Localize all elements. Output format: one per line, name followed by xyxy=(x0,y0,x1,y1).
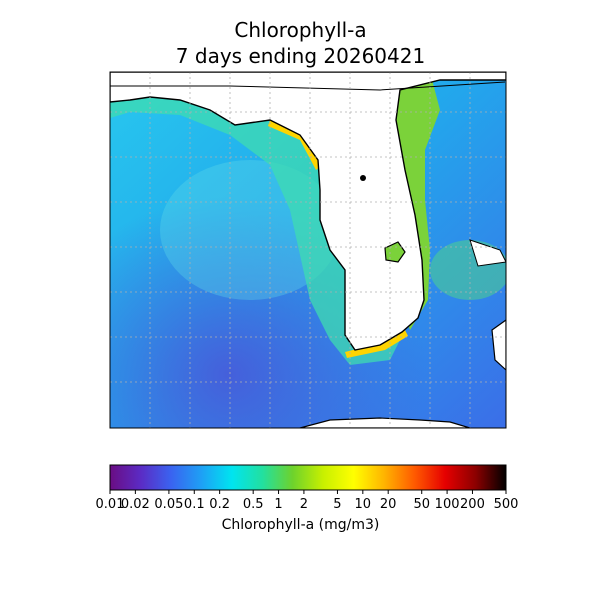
gridlines xyxy=(110,72,506,428)
colorbar-tick-label: 0.5 xyxy=(242,497,264,512)
colorbar xyxy=(109,464,507,491)
colorbar-tick-label: 2 xyxy=(299,497,309,512)
colorbar-tick-label: 50 xyxy=(413,497,430,512)
map-panel xyxy=(110,72,506,428)
colorbar-tick-label: 0.02 xyxy=(120,497,150,512)
florida-land xyxy=(110,72,506,351)
cuba-land xyxy=(299,417,471,428)
colorbar-tick-label: 0.2 xyxy=(209,497,230,512)
title-line-2: 7 days ending 20260421 xyxy=(175,44,426,68)
colorbar-tick-label: 1 xyxy=(274,497,283,512)
colorbar-tick-label: 5 xyxy=(333,497,342,512)
colorbar-tick-marks xyxy=(109,490,507,494)
colorbar-tick-label: 500 xyxy=(493,497,519,512)
colorbar-tick-label: 0.05 xyxy=(154,497,184,512)
map-frame xyxy=(109,71,507,429)
inland-lake xyxy=(360,175,366,181)
title-line-1: Chlorophyll-a xyxy=(234,18,367,42)
bahamas-land xyxy=(491,319,506,371)
colorbar-tick-label: 0.01 xyxy=(95,497,125,512)
high-chlorophyll-keys xyxy=(345,330,408,358)
gulf-coastal-bloom xyxy=(110,92,400,365)
state-border xyxy=(110,81,506,91)
colorbar-tick-label: 200 xyxy=(460,497,485,512)
colorbar-tick-label: 20 xyxy=(379,497,397,512)
colorbar-label: Chlorophyll-a (mg/m3) xyxy=(221,517,380,533)
colorbar-tick-label: 0.1 xyxy=(183,497,205,512)
colorbar-tick-label: 100 xyxy=(434,497,460,512)
colorbar-tick-label: 10 xyxy=(354,497,372,512)
